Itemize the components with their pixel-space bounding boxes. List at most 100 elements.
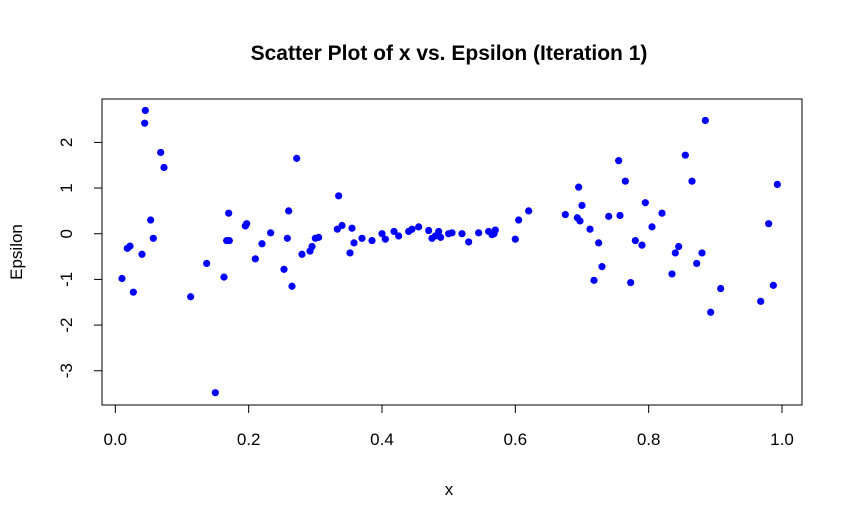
y-axis: -3 -2 -1 0 1 2 <box>57 138 103 378</box>
data-point <box>285 207 293 215</box>
y-tick-label: 2 <box>57 138 76 147</box>
data-points <box>118 106 781 397</box>
data-point <box>641 199 649 207</box>
data-point <box>348 224 356 232</box>
data-point <box>335 192 343 200</box>
data-point <box>118 274 126 283</box>
data-point <box>615 157 623 165</box>
x-axis: 0.0 0.2 0.4 0.6 0.8 1.0 <box>104 404 794 449</box>
data-point <box>561 210 569 219</box>
data-point <box>160 163 168 172</box>
data-point <box>701 116 709 125</box>
data-point <box>378 230 386 238</box>
data-point <box>681 151 689 159</box>
data-point <box>425 226 433 235</box>
data-point <box>707 308 715 316</box>
data-point <box>575 183 583 191</box>
data-point <box>280 265 288 273</box>
data-point <box>595 239 603 247</box>
data-point <box>293 154 301 162</box>
x-tick-label: 0.2 <box>237 430 261 449</box>
data-point <box>138 250 146 258</box>
data-point <box>126 242 134 250</box>
data-point <box>435 227 443 236</box>
data-point <box>717 284 725 293</box>
data-point <box>187 293 195 301</box>
data-point <box>769 281 777 289</box>
data-point <box>638 241 646 249</box>
data-point <box>315 233 323 241</box>
data-point <box>437 233 445 241</box>
data-point <box>475 229 483 237</box>
data-point <box>515 216 523 224</box>
data-point <box>395 232 403 240</box>
data-point <box>225 236 233 245</box>
data-point <box>627 279 635 287</box>
data-point <box>298 250 306 258</box>
x-tick-label: 0.8 <box>637 430 661 449</box>
data-point <box>458 230 466 238</box>
data-point <box>129 288 137 296</box>
data-point <box>220 273 228 281</box>
data-point <box>658 209 666 217</box>
data-point <box>338 221 346 230</box>
data-point <box>465 238 473 246</box>
data-point <box>511 235 519 243</box>
data-point <box>671 249 679 257</box>
data-point <box>157 148 165 157</box>
data-point <box>525 207 533 215</box>
data-point <box>141 119 149 127</box>
data-point <box>586 225 594 233</box>
data-point <box>267 229 275 237</box>
data-point <box>381 235 389 243</box>
data-point <box>648 223 656 231</box>
plot-frame <box>101 98 803 406</box>
data-point <box>243 220 251 228</box>
data-point <box>773 180 781 189</box>
data-point <box>491 226 499 234</box>
data-point <box>258 240 266 248</box>
data-point <box>358 234 366 242</box>
data-point <box>251 255 259 263</box>
data-point <box>288 282 296 290</box>
y-tick-label: -1 <box>57 272 76 287</box>
data-point <box>765 220 773 228</box>
data-point <box>605 212 613 220</box>
data-point <box>211 389 219 397</box>
data-point <box>408 225 416 233</box>
y-tick-label: 0 <box>57 229 76 238</box>
data-point <box>693 259 701 268</box>
x-tick-label: 0.4 <box>370 430 394 449</box>
data-point <box>621 177 629 185</box>
x-tick-label: 1.0 <box>770 430 794 449</box>
data-point <box>390 227 398 236</box>
data-point <box>149 234 157 242</box>
data-point <box>598 263 606 271</box>
y-tick-label: -3 <box>57 363 76 378</box>
data-point <box>141 106 149 115</box>
data-point <box>225 209 233 217</box>
x-axis-label: x <box>445 480 454 499</box>
chart-title: Scatter Plot of x vs. Epsilon (Iteration… <box>251 42 648 65</box>
data-point <box>688 177 696 185</box>
y-tick-label: 1 <box>57 183 76 192</box>
data-point <box>283 234 291 242</box>
data-point <box>668 270 676 278</box>
x-tick-label: 0.6 <box>504 430 528 449</box>
data-point <box>346 249 354 257</box>
data-point <box>368 236 376 245</box>
y-axis-label: Epsilon <box>7 224 26 280</box>
data-point <box>675 242 683 251</box>
data-point <box>757 297 765 305</box>
data-point <box>578 201 586 210</box>
data-point <box>631 236 639 245</box>
y-tick-label: -2 <box>57 318 76 333</box>
data-point <box>147 216 155 224</box>
data-point <box>448 229 456 237</box>
data-point <box>590 276 598 284</box>
data-point <box>350 239 358 247</box>
data-point <box>308 242 316 251</box>
data-point <box>576 217 584 225</box>
x-tick-label: 0.0 <box>104 430 128 449</box>
